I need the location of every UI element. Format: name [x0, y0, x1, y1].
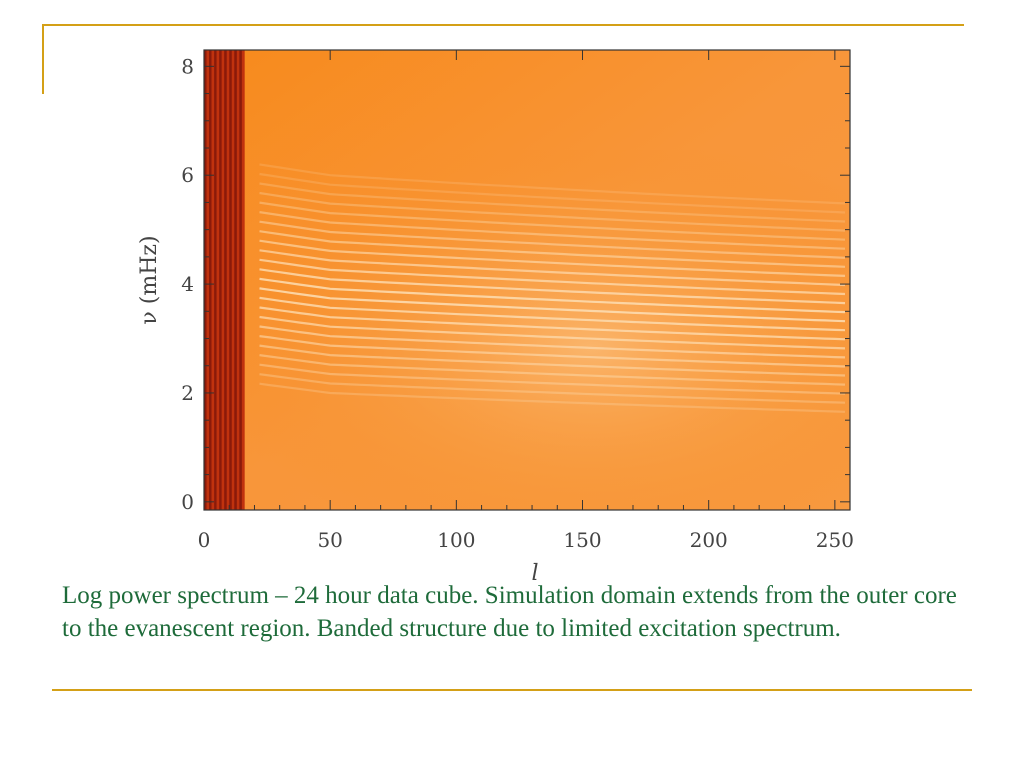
dark-band-stripe [241, 50, 245, 510]
mode-ridges [259, 163, 846, 413]
low-degree-dark-band [204, 50, 245, 510]
dark-band-stripe [211, 50, 215, 510]
mode-ridge [259, 220, 846, 259]
dark-band-stripe [204, 50, 207, 510]
x-tick-label: 50 [317, 528, 342, 552]
dark-band-stripe [236, 50, 240, 510]
y-tick-label: 6 [181, 163, 194, 187]
dark-band-stripe [229, 50, 233, 510]
plot-area [204, 50, 850, 510]
mode-ridge [259, 249, 846, 287]
mode-ridge [259, 239, 846, 277]
mode-ridge [259, 354, 846, 386]
mode-ridge [259, 287, 846, 323]
x-tick-label: 200 [690, 528, 728, 552]
mode-ridge [259, 268, 846, 305]
x-axis-ticks: 0 50 100 150 200 250 [198, 50, 854, 552]
y-tick-label: 2 [181, 381, 194, 405]
plot-frame [203, 49, 851, 511]
dark-band-stripe [216, 50, 220, 510]
y-axis-label: ν (mHz) [137, 235, 162, 324]
dark-band-stripe [239, 50, 243, 510]
mode-ridge [259, 182, 846, 223]
dark-band-stripe [231, 50, 235, 510]
mode-ridge [259, 373, 846, 404]
mode-ridge [259, 296, 846, 332]
mode-ridge [259, 230, 846, 268]
power-spectrum-chart: 0 50 100 150 200 250 0 2 4 6 8 l ν (mHz) [137, 49, 854, 586]
y-tick-label: 8 [181, 54, 194, 78]
mode-ridge [259, 172, 846, 214]
mode-ridge [259, 163, 846, 205]
dark-band-stripe [226, 50, 230, 510]
mode-ridge [259, 335, 846, 368]
dark-band-stripe [224, 50, 228, 510]
dark-band-stripe [234, 50, 238, 510]
x-tick-label: 100 [437, 528, 475, 552]
dark-band-stripe [206, 50, 210, 510]
heatmap-glow [204, 150, 850, 510]
mode-ridge [259, 201, 846, 241]
dark-band-stripe [214, 50, 217, 510]
y-axis-ticks: 0 2 4 6 8 [181, 54, 850, 514]
x-tick-label: 150 [563, 528, 601, 552]
left-accent-line [42, 24, 44, 94]
mode-ridge [259, 191, 846, 232]
mode-ridge [259, 344, 846, 377]
dark-band-stripe [219, 50, 222, 510]
slide-caption: Log power spectrum – 24 hour data cube. … [62, 582, 957, 642]
x-tick-label: 250 [816, 528, 854, 552]
mode-ridge [259, 325, 846, 359]
bottom-divider-line [52, 689, 972, 691]
top-divider-line [42, 24, 964, 26]
mode-ridge [259, 277, 846, 314]
dark-band-stripe [221, 50, 225, 510]
mode-ridge [259, 306, 846, 341]
mode-ridge [259, 211, 846, 250]
dark-band-stripe [209, 50, 212, 510]
x-axis-label: l [531, 561, 538, 586]
mode-ridge [259, 258, 846, 296]
mode-ridge [259, 315, 846, 350]
x-tick-label: 0 [198, 528, 211, 552]
y-tick-label: 0 [181, 490, 194, 514]
y-tick-label: 4 [181, 272, 194, 296]
mode-ridge [259, 382, 846, 413]
mode-ridge [259, 363, 846, 395]
